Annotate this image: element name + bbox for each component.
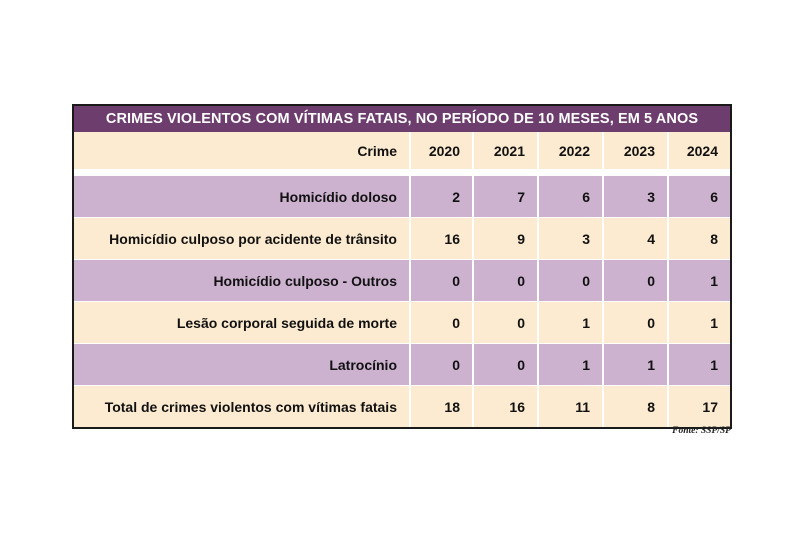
cell-value: 0 xyxy=(472,259,538,302)
cell-value: 0 xyxy=(409,259,473,302)
cell-value: 6 xyxy=(667,175,730,218)
cell-value: 1 xyxy=(537,343,603,386)
cell-value: 17 xyxy=(667,385,730,427)
cell-value: 11 xyxy=(537,385,603,427)
spacer-row xyxy=(74,169,730,176)
cell-value: 9 xyxy=(472,217,538,260)
row-label: Homicídio culposo por acidente de trânsi… xyxy=(74,217,410,260)
cell-value: 0 xyxy=(409,343,473,386)
cell-value: 6 xyxy=(537,175,603,218)
cell-value: 0 xyxy=(602,301,668,344)
cell-value: 4 xyxy=(602,217,668,260)
cell-value: 1 xyxy=(602,343,668,386)
column-header-2023: 2023 xyxy=(602,132,668,169)
table-row: Lesão corporal seguida de morte 0 0 1 0 … xyxy=(74,301,730,344)
table-row: Latrocínio 0 0 1 1 1 xyxy=(74,343,730,386)
cell-value: 0 xyxy=(602,259,668,302)
source-note: Fonte: SSP/SP xyxy=(672,426,731,436)
column-header-2020: 2020 xyxy=(409,132,473,169)
total-row: Total de crimes violentos com vítimas fa… xyxy=(74,385,730,427)
cell-value: 16 xyxy=(472,385,538,427)
row-label: Homicídio doloso xyxy=(74,175,410,218)
cell-value: 3 xyxy=(537,217,603,260)
cell-value: 0 xyxy=(537,259,603,302)
cell-value: 0 xyxy=(472,301,538,344)
cell-value: 2 xyxy=(409,175,473,218)
cell-value: 8 xyxy=(667,217,730,260)
table-row: Homicídio culposo por acidente de trânsi… xyxy=(74,217,730,260)
table-row: Homicídio doloso 2 7 6 3 6 xyxy=(74,175,730,218)
header-row: Crime 2020 2021 2022 2023 2024 xyxy=(74,132,730,169)
cell-value: 1 xyxy=(667,343,730,386)
table-row: Homicídio culposo - Outros 0 0 0 0 1 xyxy=(74,259,730,302)
row-label: Total de crimes violentos com vítimas fa… xyxy=(74,385,410,427)
row-label: Latrocínio xyxy=(74,343,410,386)
cell-value: 1 xyxy=(537,301,603,344)
table-title: CRIMES VIOLENTOS COM VÍTIMAS FATAIS, NO … xyxy=(74,106,730,132)
cell-value: 8 xyxy=(602,385,668,427)
column-header-2021: 2021 xyxy=(472,132,538,169)
column-header-2022: 2022 xyxy=(537,132,603,169)
cell-value: 0 xyxy=(409,301,473,344)
cell-value: 3 xyxy=(602,175,668,218)
cell-value: 16 xyxy=(409,217,473,260)
row-label: Lesão corporal seguida de morte xyxy=(74,301,410,344)
data-table: Crime 2020 2021 2022 2023 2024 Homicídio… xyxy=(74,132,730,427)
cell-value: 7 xyxy=(472,175,538,218)
cell-value: 0 xyxy=(472,343,538,386)
cell-value: 1 xyxy=(667,259,730,302)
cell-value: 18 xyxy=(409,385,473,427)
column-header-crime: Crime xyxy=(74,132,410,169)
row-label: Homicídio culposo - Outros xyxy=(74,259,410,302)
column-header-2024: 2024 xyxy=(667,132,730,169)
cell-value: 1 xyxy=(667,301,730,344)
crime-table: CRIMES VIOLENTOS COM VÍTIMAS FATAIS, NO … xyxy=(72,104,732,429)
